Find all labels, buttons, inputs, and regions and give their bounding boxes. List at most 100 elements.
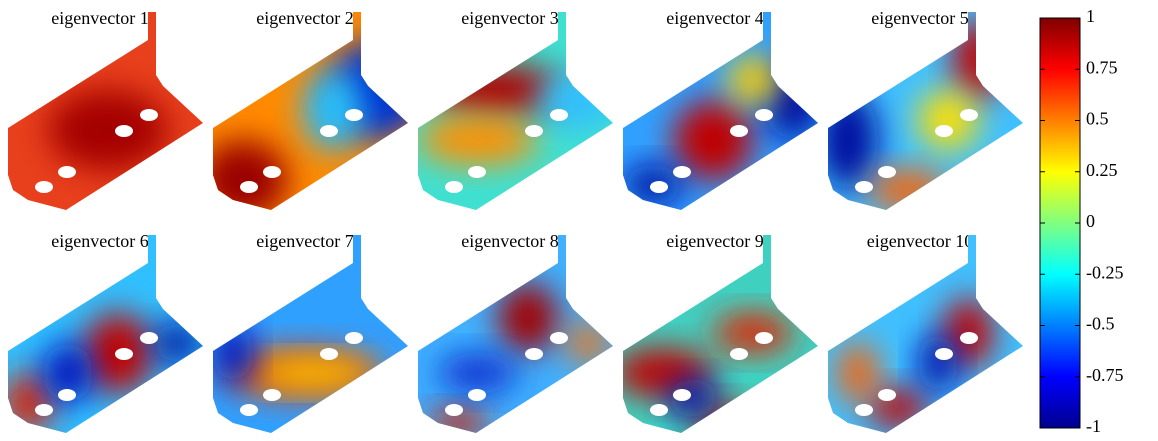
- field-blob: [213, 323, 253, 383]
- plate: [213, 235, 408, 433]
- hole: [650, 404, 668, 416]
- hole: [263, 389, 281, 401]
- plate: [418, 12, 613, 210]
- hole: [115, 348, 133, 360]
- colorbar-tick-label: 0.5: [1086, 109, 1109, 129]
- panel: eigenvector 8: [418, 231, 613, 433]
- plate: [828, 12, 1023, 210]
- panel: eigenvector 9: [623, 231, 818, 433]
- panel-title: eigenvector 3: [461, 8, 558, 28]
- hole: [345, 332, 363, 344]
- hole: [935, 348, 953, 360]
- hole: [320, 348, 338, 360]
- hole: [445, 181, 463, 193]
- panel: eigenvector 1: [8, 8, 203, 210]
- field-blob: [838, 343, 878, 403]
- hole: [550, 109, 568, 121]
- panel: eigenvector 10: [828, 231, 1023, 433]
- plate: [623, 235, 818, 433]
- panel: eigenvector 7: [213, 231, 408, 433]
- plate-fill: [213, 235, 408, 433]
- hole: [525, 348, 543, 360]
- hole: [468, 389, 486, 401]
- hole: [730, 348, 748, 360]
- panel: eigenvector 6: [8, 231, 203, 433]
- field-blob: [868, 388, 928, 428]
- plate-fill: [828, 235, 1023, 433]
- hole: [140, 109, 158, 121]
- hole: [525, 125, 543, 137]
- colorbar-tick-label: 0.75: [1086, 57, 1118, 77]
- panel-title: eigenvector 8: [461, 231, 558, 251]
- hole: [673, 166, 691, 178]
- field-blob: [673, 100, 753, 180]
- field-blob: [668, 378, 718, 418]
- field-blob: [438, 353, 518, 393]
- panel-title: eigenvector 6: [51, 231, 148, 251]
- plate: [8, 235, 203, 433]
- colorbar-tick-label: 1: [1086, 6, 1095, 26]
- colorbar-tick-label: 0: [1086, 211, 1095, 231]
- panel-title: eigenvector 7: [256, 231, 353, 251]
- hole: [240, 404, 258, 416]
- field-blob: [568, 323, 608, 363]
- hole: [935, 125, 953, 137]
- hole: [115, 125, 133, 137]
- hole: [58, 389, 76, 401]
- hole: [35, 404, 53, 416]
- colorbar-tick-label: -1: [1086, 416, 1101, 436]
- hole: [755, 332, 773, 344]
- plate: [8, 12, 203, 210]
- hole: [855, 404, 873, 416]
- field-blob: [303, 70, 363, 150]
- field-blob: [953, 20, 1003, 100]
- hole: [855, 181, 873, 193]
- colorbar-tick-label: -0.75: [1086, 365, 1124, 385]
- hole: [240, 181, 258, 193]
- panel: eigenvector 3: [418, 8, 613, 210]
- field-blob: [43, 343, 93, 403]
- panel: eigenvector 4: [623, 8, 818, 210]
- colorbar-tick-label: -0.5: [1086, 314, 1115, 334]
- field-blob: [918, 90, 978, 150]
- panel-title: eigenvector 2: [256, 8, 353, 28]
- panel-title: eigenvector 1: [51, 8, 148, 28]
- colorbar-tick-label: 0.25: [1086, 160, 1118, 180]
- hole: [58, 166, 76, 178]
- field-blob: [828, 90, 878, 190]
- panel-title: eigenvector 5: [871, 8, 968, 28]
- panel: eigenvector 2: [213, 8, 408, 210]
- field-blob: [418, 115, 538, 165]
- plate: [213, 12, 408, 210]
- hole: [263, 166, 281, 178]
- hole: [35, 181, 53, 193]
- hole: [878, 166, 896, 178]
- panel-title: eigenvector 9: [666, 231, 763, 251]
- colorbar-tick-label: -0.25: [1086, 262, 1124, 282]
- hole: [650, 181, 668, 193]
- panel-title: eigenvector 10: [867, 231, 973, 251]
- hole: [960, 332, 978, 344]
- panel: eigenvector 5: [828, 8, 1023, 210]
- field-blob: [213, 140, 288, 210]
- hole: [960, 109, 978, 121]
- plate: [418, 235, 613, 433]
- field-blob: [538, 70, 613, 130]
- field-blob: [918, 333, 958, 393]
- plate: [623, 12, 818, 210]
- panel-title: eigenvector 4: [666, 8, 763, 28]
- hole: [345, 109, 363, 121]
- field-blob: [498, 283, 558, 353]
- hole: [878, 389, 896, 401]
- hole: [755, 109, 773, 121]
- hole: [550, 332, 568, 344]
- hole: [320, 125, 338, 137]
- hole: [730, 125, 748, 137]
- hole: [445, 404, 463, 416]
- field-blob: [728, 55, 778, 105]
- plate: [828, 235, 1023, 433]
- field-blob: [253, 358, 373, 388]
- field-blob: [48, 90, 168, 170]
- field-blob: [153, 323, 203, 363]
